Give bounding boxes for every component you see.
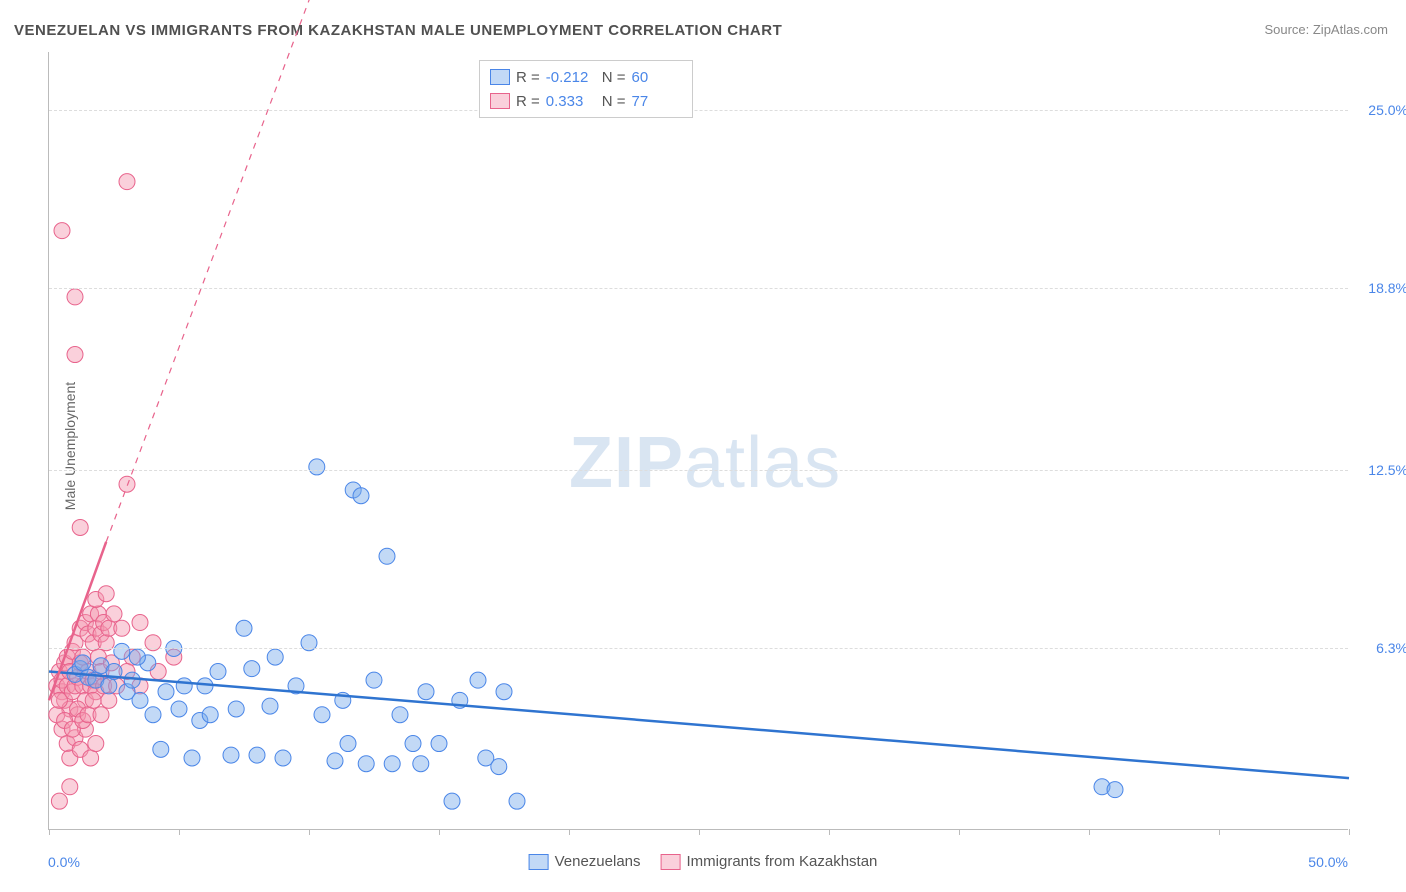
r-value-venezuelans: -0.212 (546, 69, 596, 86)
plot-area: ZIPatlas 6.3%12.5%18.8%25.0% R = -0.212 … (48, 52, 1348, 830)
gridline (49, 110, 1348, 111)
r-value-kazakhstan: 0.333 (546, 93, 596, 110)
n-value-venezuelans: 60 (632, 69, 682, 86)
n-label: N = (602, 69, 626, 86)
swatch-venezuelans (529, 854, 549, 870)
y-tick-label: 6.3% (1376, 640, 1406, 656)
y-tick-label: 25.0% (1368, 102, 1406, 118)
swatch-kazakhstan (490, 93, 510, 109)
x-tick (1349, 829, 1350, 835)
swatch-kazakhstan (661, 854, 681, 870)
x-tick (309, 829, 310, 835)
legend-label-venezuelans: Venezuelans (555, 853, 641, 870)
x-tick (49, 829, 50, 835)
x-tick (1089, 829, 1090, 835)
legend-label-kazakhstan: Immigrants from Kazakhstan (687, 853, 878, 870)
x-tick (1219, 829, 1220, 835)
x-tick (179, 829, 180, 835)
series-legend: Venezuelans Immigrants from Kazakhstan (529, 853, 878, 870)
gridline (49, 288, 1348, 289)
x-tick (959, 829, 960, 835)
n-value-kazakhstan: 77 (632, 93, 682, 110)
y-tick-label: 12.5% (1368, 462, 1406, 478)
legend-item-kazakhstan: Immigrants from Kazakhstan (661, 853, 878, 870)
x-max-label: 50.0% (1308, 854, 1348, 870)
legend-row-kazakhstan: R = 0.333 N = 77 (490, 89, 682, 113)
gridline (49, 648, 1348, 649)
gridline (49, 470, 1348, 471)
r-label: R = (516, 69, 540, 86)
legend-row-venezuelans: R = -0.212 N = 60 (490, 65, 682, 89)
correlation-legend: R = -0.212 N = 60 R = 0.333 N = 77 (479, 60, 693, 118)
scatter-svg (49, 52, 1348, 829)
chart-container: VENEZUELAN VS IMMIGRANTS FROM KAZAKHSTAN… (0, 0, 1406, 892)
y-tick-label: 18.8% (1368, 280, 1406, 296)
x-tick (829, 829, 830, 835)
chart-title: VENEZUELAN VS IMMIGRANTS FROM KAZAKHSTAN… (14, 22, 782, 39)
x-tick (699, 829, 700, 835)
legend-item-venezuelans: Venezuelans (529, 853, 641, 870)
n-label: N = (602, 93, 626, 110)
source-attribution: Source: ZipAtlas.com (1264, 22, 1388, 37)
swatch-venezuelans (490, 69, 510, 85)
x-origin-label: 0.0% (48, 854, 80, 870)
x-tick (569, 829, 570, 835)
x-tick (439, 829, 440, 835)
r-label: R = (516, 93, 540, 110)
